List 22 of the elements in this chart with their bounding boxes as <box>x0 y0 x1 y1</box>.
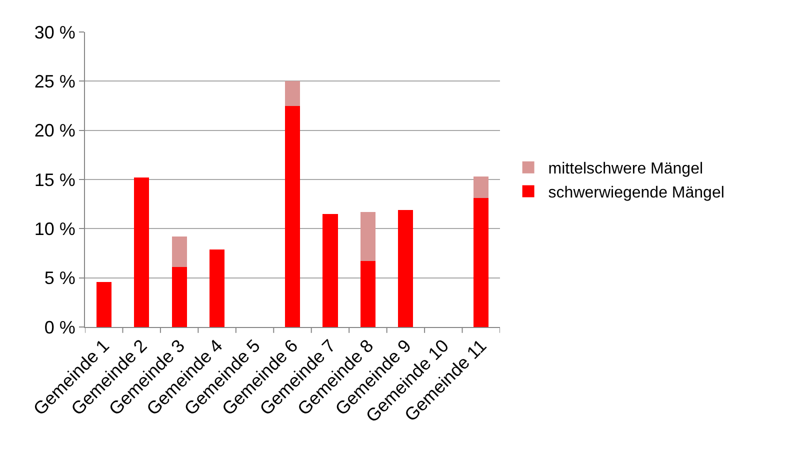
bar <box>172 267 187 327</box>
bar <box>96 282 112 327</box>
y-tick-label: 5 % <box>44 268 76 288</box>
bar <box>322 214 338 327</box>
bar <box>360 261 376 327</box>
bar <box>360 212 376 262</box>
y-tick-label: 30 % <box>34 22 76 42</box>
y-tick-label: 25 % <box>34 71 76 92</box>
y-tick-label: 10 % <box>34 218 76 239</box>
legend-label: schwerwiegende Mängel <box>548 184 724 202</box>
legend-label: mittelschwere Mängel <box>548 160 704 178</box>
bar <box>284 106 300 327</box>
y-tick-label: 0 % <box>44 317 76 338</box>
bar <box>172 236 187 268</box>
y-tick-label: 15 % <box>34 170 76 190</box>
bar <box>284 81 300 106</box>
bar <box>210 249 225 327</box>
bar <box>474 198 489 327</box>
y-tick-label: 20 % <box>34 120 76 141</box>
bar <box>474 176 489 198</box>
bar <box>398 210 414 327</box>
bar <box>134 178 150 327</box>
